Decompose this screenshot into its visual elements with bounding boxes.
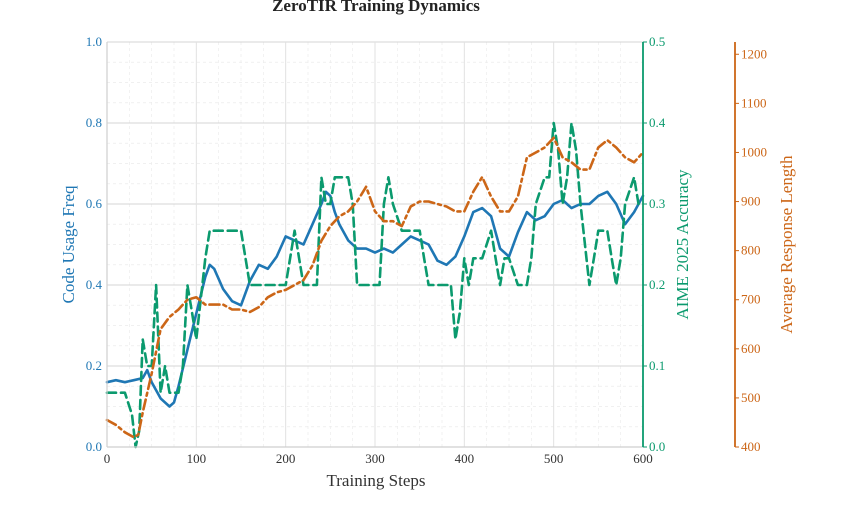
- x-axis-tick-label: 400: [455, 451, 475, 466]
- right-axis-tick-label: 0.3: [649, 196, 665, 211]
- grid: [106, 41, 644, 448]
- length-axis-tick-label: 700: [741, 292, 761, 307]
- right-axis-tick-label: 0.5: [649, 34, 665, 49]
- right-axis-tick-label: 0.1: [649, 358, 665, 373]
- x-axis-label: Training Steps: [326, 471, 425, 490]
- length-axis-tick-label: 900: [741, 194, 761, 209]
- plot-area: [105, 121, 645, 449]
- x-axis-tick-label: 200: [276, 451, 296, 466]
- chart-title: ZeroTIR Training Dynamics: [272, 0, 480, 15]
- x-axis-tick-label: 600: [633, 451, 653, 466]
- length-axis-label: Average Response Length: [777, 155, 796, 334]
- length-axis-tick-label: 1200: [741, 46, 767, 61]
- right-axis-tick-label: 0.2: [649, 277, 665, 292]
- left-axis-tick-label: 1.0: [86, 34, 102, 49]
- length-axis-tick-label: 1100: [741, 95, 767, 110]
- series-line-code: [105, 190, 645, 408]
- right-axis-label: AIME 2025 Accuracy: [673, 169, 692, 320]
- left-axis-tick-label: 0.6: [86, 196, 103, 211]
- length-axis-tick-label: 600: [741, 341, 761, 356]
- x-axis-tick-label: 0: [104, 451, 111, 466]
- right-axis-tick-label: 0.0: [649, 439, 665, 454]
- left-axis-tick-label: 0.2: [86, 358, 102, 373]
- left-axis-tick-label: 0.4: [86, 277, 103, 292]
- length-axis-tick-label: 400: [741, 439, 761, 454]
- right-axis-tick-label: 0.4: [649, 115, 666, 130]
- axes: 0.0 0.2 0.4 0.6 0.8 1.0 Code Usage Freq 0 100 200…: [59, 34, 796, 466]
- x-axis-tick-label: 500: [544, 451, 564, 466]
- left-axis-tick-label: 0.8: [86, 115, 102, 130]
- length-axis-tick-label: 500: [741, 390, 761, 405]
- left-axis-label: Code Usage Freq: [59, 185, 78, 304]
- left-axis-tick-label: 0.0: [86, 439, 102, 454]
- length-axis-tick-label: 1000: [741, 144, 767, 159]
- x-axis-tick-label: 100: [187, 451, 207, 466]
- length-axis-tick-label: 800: [741, 243, 761, 258]
- x-axis-tick-label: 300: [365, 451, 385, 466]
- series-line-length: [105, 136, 645, 439]
- series-line-aime: [105, 121, 645, 449]
